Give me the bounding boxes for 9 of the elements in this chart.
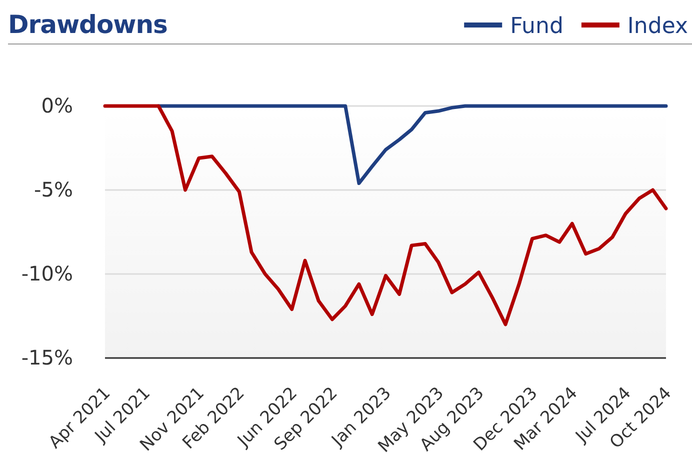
y-tick-label: -5% (34, 177, 73, 202)
y-tick-label: 0% (41, 93, 73, 118)
line-series (156, 104, 668, 186)
legend-label: Index (627, 14, 688, 39)
y-tick-label: -10% (21, 261, 73, 286)
chart-title: Drawdowns (8, 10, 168, 39)
y-tick-label: -15% (21, 345, 73, 370)
line-series (103, 104, 668, 326)
legend-label: Fund (510, 14, 564, 39)
